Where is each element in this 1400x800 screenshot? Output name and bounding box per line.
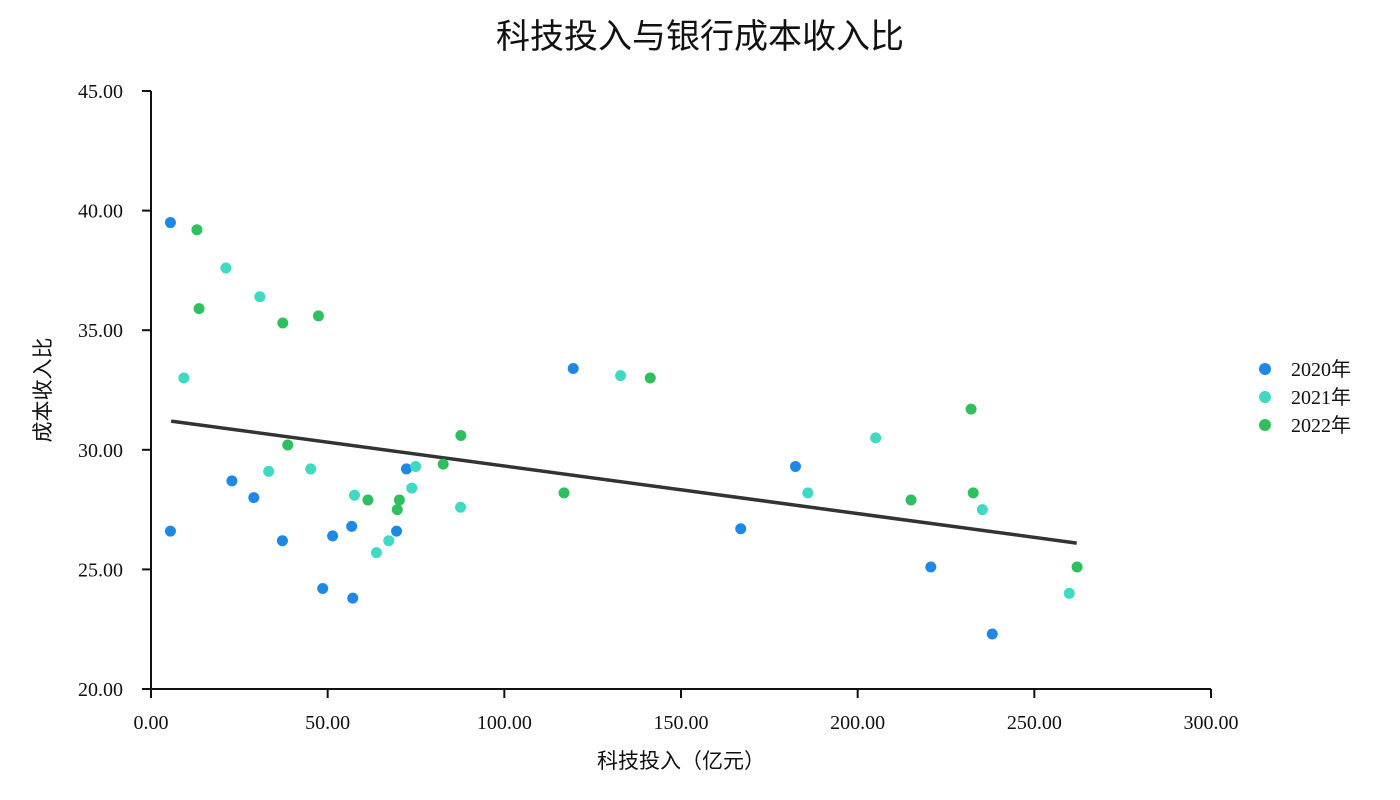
point-series-2 (905, 494, 917, 506)
plot-area: 0.00 50.00 100.00 150.00 200.00 250.00 300.00 … (78, 81, 1239, 734)
legend: 2020年 2021年 2022年 (1259, 358, 1351, 437)
point-series-0 (317, 583, 329, 595)
y-tick-label: 30.00 (78, 440, 123, 462)
point-series-2 (391, 504, 403, 516)
trend-line (170, 419, 1077, 545)
y-tick-label: 40.00 (78, 201, 123, 223)
point-series-1 (976, 504, 988, 516)
point-series-2 (362, 494, 374, 506)
point-series-1 (220, 262, 232, 274)
point-series-0 (248, 492, 260, 504)
legend-marker-1 (1259, 391, 1271, 403)
point-series-0 (347, 592, 359, 604)
x-tick-label: 0.00 (134, 712, 169, 734)
x-axis-ticks: 0.00 50.00 100.00 150.00 200.00 250.00 300.00 (134, 689, 1239, 734)
point-series-1 (615, 370, 627, 382)
point-series-1 (383, 535, 395, 547)
legend-label-0: 2020年 (1291, 358, 1351, 381)
point-series-2 (1071, 561, 1083, 573)
x-tick-label: 100.00 (477, 712, 532, 734)
point-series-1 (263, 465, 275, 477)
point-series-1 (178, 372, 190, 384)
legend-marker-0 (1259, 363, 1271, 375)
point-series-0 (276, 535, 288, 547)
point-series-2 (967, 487, 979, 499)
point-series-0 (735, 523, 747, 535)
point-series-0 (789, 461, 801, 473)
point-series-2 (558, 487, 570, 499)
x-tick-label: 250.00 (1007, 712, 1062, 734)
point-series-1 (870, 432, 882, 444)
trend-line-group (170, 419, 1077, 545)
x-tick-label: 50.00 (305, 712, 350, 734)
point-series-2 (282, 439, 294, 451)
point-series-2 (437, 458, 449, 470)
data-points (164, 217, 1083, 640)
x-tick-label: 300.00 (1184, 712, 1239, 734)
legend-label-1: 2021年 (1291, 386, 1351, 409)
point-series-1 (349, 489, 361, 501)
y-tick-label: 45.00 (78, 81, 123, 103)
chart-title: 科技投入与银行成本收入比 (496, 17, 904, 57)
y-tick-label: 25.00 (78, 559, 123, 581)
y-axis-title: 成本收入比 (31, 338, 55, 443)
point-series-0 (226, 475, 238, 487)
point-series-2 (393, 494, 405, 506)
point-series-2 (965, 403, 977, 415)
legend-marker-2 (1259, 419, 1271, 431)
point-series-2 (312, 310, 324, 322)
point-series-1 (410, 461, 422, 473)
point-series-2 (644, 372, 656, 384)
x-axis-title: 科技投入（亿元） (597, 749, 765, 773)
y-tick-label: 20.00 (78, 679, 123, 701)
point-series-0 (925, 561, 937, 573)
point-series-2 (193, 303, 205, 315)
point-series-1 (370, 547, 382, 559)
point-series-2 (455, 429, 467, 441)
point-series-1 (406, 482, 418, 494)
point-series-0 (400, 463, 412, 475)
point-series-2 (277, 317, 289, 329)
x-tick-label: 200.00 (830, 712, 885, 734)
point-series-0 (391, 525, 403, 537)
point-series-1 (254, 291, 266, 303)
point-series-0 (164, 217, 176, 229)
point-series-1 (455, 501, 467, 513)
point-series-1 (1063, 587, 1075, 599)
y-tick-label: 35.00 (78, 320, 123, 342)
x-tick-label: 150.00 (654, 712, 709, 734)
point-series-1 (305, 463, 317, 475)
point-series-0 (164, 525, 176, 537)
y-axis-ticks: 20.00 25.00 30.00 35.00 40.00 45.00 (78, 81, 151, 701)
point-series-0 (327, 530, 339, 542)
point-series-1 (802, 487, 814, 499)
point-series-0 (346, 520, 358, 532)
point-series-2 (191, 224, 203, 236)
point-series-0 (986, 628, 998, 640)
point-series-0 (567, 362, 579, 374)
legend-label-2: 2022年 (1291, 414, 1351, 437)
